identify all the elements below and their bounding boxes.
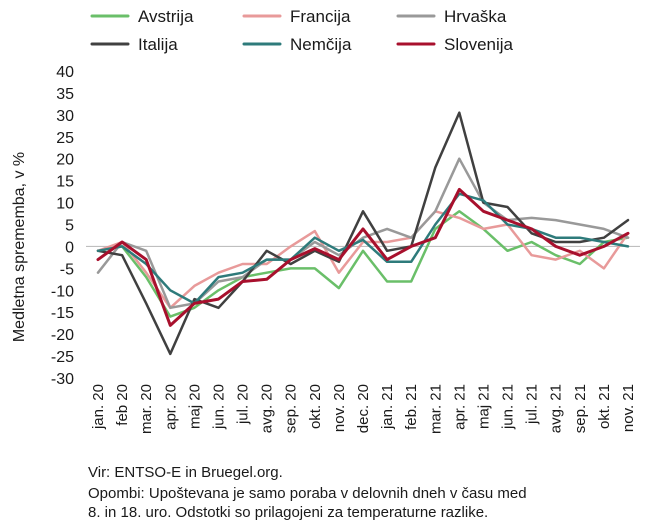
x-tick-label: nov. 21: [620, 384, 637, 432]
y-axis-label: Medletna sprememba, v %: [11, 152, 28, 342]
y-tick-label: 15: [56, 174, 74, 191]
x-tick-label: mar. 21: [427, 384, 444, 434]
x-tick-label: jun. 21: [500, 384, 517, 430]
x-tick-label: nov. 20: [331, 384, 348, 432]
series-line-5: [96, 187, 630, 327]
x-tick-label: maj 20: [186, 384, 203, 429]
legend-label: Hrvaška: [444, 7, 507, 26]
x-tick-label: sep. 20: [283, 384, 300, 433]
y-tick-label: -10: [51, 283, 74, 300]
series-line-1: [96, 210, 630, 310]
x-tick-label: jul. 21: [524, 384, 541, 425]
remarks-note-continued: 8. in 18. uro. Odstotki so prilagojeni z…: [88, 504, 489, 521]
y-tick-label: 10: [56, 196, 74, 213]
x-tick-label: jan. 20: [90, 384, 107, 430]
y-tick-label: -15: [51, 305, 74, 322]
x-tick-label: jan. 21: [379, 384, 396, 430]
legend-label: Slovenija: [444, 35, 514, 54]
y-tick-label: 30: [56, 108, 74, 125]
x-tick-label: sep. 21: [572, 384, 589, 433]
x-tick-label: apr. 20: [162, 384, 179, 430]
x-tick-label: avg. 20: [259, 384, 276, 433]
y-tick-label: 5: [65, 218, 74, 235]
y-tick-label: 35: [56, 86, 74, 103]
series-line-4: [96, 192, 630, 305]
x-tick-label: feb 20: [114, 384, 131, 426]
x-tick-label: avg. 21: [548, 384, 565, 433]
x-tick-label: okt. 21: [596, 384, 613, 429]
legend-label: Avstrija: [138, 7, 194, 26]
x-tick-label: maj 21: [475, 384, 492, 429]
x-tick-label: okt. 20: [307, 384, 324, 429]
source-note: Vir: ENTSO-E in Bruegel.org.: [88, 464, 283, 481]
x-axis: jan. 20 feb 20 mar. 20 apr. 20 maj 20 jun. 20…: [86, 245, 640, 434]
x-tick-label: mar. 20: [138, 384, 155, 434]
y-tick-label: 25: [56, 130, 74, 147]
legend: Avstrija Francija Hrvaška Italija Nemčija Slo…: [90, 7, 514, 54]
x-tick-label: dec. 20: [355, 384, 372, 433]
x-tick-label: feb. 21: [403, 384, 420, 430]
line-chart: Avstrija Francija Hrvaška Italija Nemčija Slo…: [11, 7, 640, 434]
series-lines: [96, 111, 630, 356]
y-tick-label: 40: [56, 64, 74, 81]
y-tick-label: 0: [65, 239, 74, 256]
legend-label: Italija: [138, 35, 178, 54]
x-tick-label: jun. 20: [210, 384, 227, 430]
y-tick-label: -30: [51, 371, 74, 388]
x-tick-label: apr. 21: [451, 384, 468, 430]
remarks-note: Opombi: Upoštevana je samo poraba v delo…: [88, 485, 527, 502]
legend-label: Francija: [290, 7, 351, 26]
y-tick-label: -20: [51, 327, 74, 344]
y-tick-label: -5: [60, 261, 74, 278]
x-tick-label: jul. 20: [235, 384, 252, 425]
series-line-2: [96, 157, 630, 310]
y-tick-label: -25: [51, 349, 74, 366]
y-tick-label: 20: [56, 152, 74, 169]
legend-label: Nemčija: [290, 35, 352, 54]
y-axis: 40 35 30 25 20 15 10 5 0 -5 -10 -15 -20 -25 -30: [51, 64, 74, 388]
